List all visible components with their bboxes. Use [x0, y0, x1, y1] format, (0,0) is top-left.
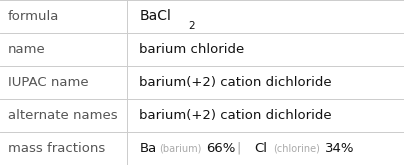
Text: barium chloride: barium chloride — [139, 43, 245, 56]
Text: 34%: 34% — [325, 142, 355, 155]
Text: Ba: Ba — [139, 142, 157, 155]
Text: Cl: Cl — [255, 142, 267, 155]
Text: name: name — [8, 43, 46, 56]
Text: 2: 2 — [188, 21, 194, 31]
Text: formula: formula — [8, 10, 59, 23]
Text: |: | — [236, 142, 241, 155]
Text: alternate names: alternate names — [8, 109, 118, 122]
Text: (barium): (barium) — [160, 144, 202, 153]
Text: 66%: 66% — [206, 142, 236, 155]
Text: mass fractions: mass fractions — [8, 142, 105, 155]
Text: BaCl: BaCl — [139, 10, 171, 23]
Text: (chlorine): (chlorine) — [273, 144, 320, 153]
Text: barium(+2) cation dichloride: barium(+2) cation dichloride — [139, 76, 332, 89]
Text: IUPAC name: IUPAC name — [8, 76, 89, 89]
Text: barium(+2) cation dichloride: barium(+2) cation dichloride — [139, 109, 332, 122]
